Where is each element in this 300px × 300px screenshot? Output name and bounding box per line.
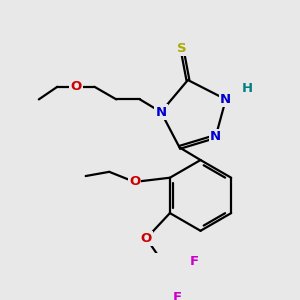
Text: S: S	[177, 42, 187, 56]
Text: O: O	[141, 232, 152, 245]
Text: O: O	[70, 80, 82, 93]
Text: N: N	[155, 106, 167, 118]
Text: N: N	[210, 130, 221, 143]
Text: O: O	[129, 176, 140, 188]
Text: N: N	[220, 93, 231, 106]
Text: F: F	[173, 291, 182, 300]
Text: F: F	[190, 255, 199, 268]
Text: H: H	[241, 82, 252, 95]
